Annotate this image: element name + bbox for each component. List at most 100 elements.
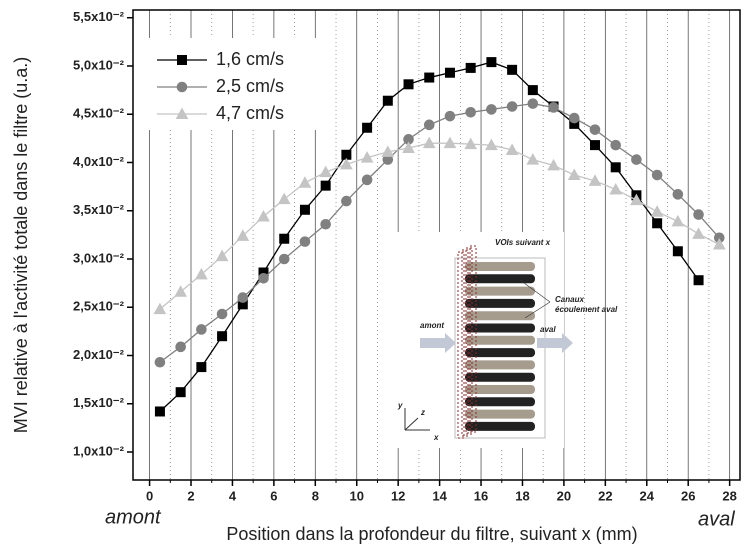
marker — [631, 154, 642, 165]
marker — [630, 193, 643, 206]
marker — [444, 67, 455, 78]
marker — [589, 124, 601, 135]
marker — [567, 168, 581, 181]
marker — [340, 157, 353, 170]
marker — [402, 141, 415, 154]
marker — [299, 236, 311, 247]
inset-label: écoulement aval — [555, 305, 618, 314]
marker — [712, 237, 726, 250]
marker — [547, 158, 560, 171]
plot-frame — [132, 9, 741, 481]
marker — [154, 406, 165, 417]
y-tick-label: 4,5x10⁻² — [73, 106, 125, 121]
inset-axis — [404, 417, 419, 431]
x-tick-label: 16 — [474, 488, 488, 503]
marker — [422, 136, 436, 149]
marker — [195, 267, 208, 280]
marker — [298, 176, 312, 188]
marker — [652, 218, 663, 229]
y-tick-label: 5,0x10⁻² — [73, 57, 125, 72]
marker — [279, 233, 290, 244]
x-tick-label: 2 — [187, 488, 194, 503]
marker — [277, 192, 291, 205]
marker — [360, 151, 374, 163]
marker — [362, 122, 373, 133]
x-tick-label: 12 — [391, 488, 405, 503]
marker — [257, 209, 270, 222]
marker — [609, 182, 623, 195]
marker — [527, 98, 539, 109]
marker — [465, 62, 476, 73]
x-tick-label: 26 — [681, 488, 695, 503]
x-tick-label: 22 — [598, 488, 612, 503]
y-tick-label: 2,0x10⁻² — [73, 347, 125, 362]
marker — [216, 308, 228, 320]
marker — [692, 227, 705, 239]
marker — [672, 189, 684, 200]
x-tick-label: 20 — [557, 488, 571, 503]
marker — [505, 143, 519, 155]
marker — [382, 95, 393, 106]
y-tick-label: 1,0x10⁻² — [73, 443, 125, 458]
marker — [196, 362, 207, 373]
marker — [154, 356, 166, 368]
legend-marker — [177, 55, 187, 65]
inset-channel — [465, 360, 535, 370]
x-axis-title: Position dans la profondeur du filtre, s… — [226, 524, 637, 544]
inset-channel — [465, 421, 535, 431]
legend-label: 4,7 cm/s — [216, 103, 284, 123]
marker — [527, 85, 538, 96]
marker — [196, 324, 207, 335]
marker — [217, 331, 228, 342]
inset-channel — [465, 323, 535, 333]
marker — [153, 302, 167, 315]
x-tick-label: 10 — [350, 488, 364, 503]
marker — [671, 214, 685, 227]
x-tick-label: 0 — [146, 488, 153, 503]
inset-label: x — [433, 433, 439, 442]
inset-label: Canaux — [555, 295, 584, 304]
inset-channel — [465, 286, 535, 296]
marker — [444, 110, 456, 122]
marker — [443, 136, 457, 149]
marker — [589, 140, 600, 151]
marker — [672, 246, 683, 257]
inset-channel — [465, 385, 535, 394]
x-tick-label: 28 — [722, 488, 736, 503]
series-line — [159, 142, 720, 310]
x-tick-label: 4 — [229, 488, 237, 503]
marker — [423, 119, 435, 131]
annotation: aval — [698, 508, 735, 530]
marker — [568, 112, 580, 124]
y-tick-label: 3,5x10⁻² — [73, 202, 125, 217]
marker — [361, 174, 373, 186]
marker — [506, 101, 518, 112]
marker — [319, 165, 333, 178]
y-tick-label: 4,0x10⁻² — [73, 154, 125, 169]
marker — [341, 195, 352, 207]
x-tick-label: 6 — [270, 488, 277, 503]
legend-box — [143, 38, 318, 130]
legend-marker — [176, 81, 188, 93]
marker — [175, 387, 186, 398]
marker — [548, 102, 559, 113]
y-tick-label: 5,5x10⁻² — [73, 9, 125, 24]
inset-channel — [465, 348, 535, 358]
inset-label: z — [420, 408, 425, 417]
inset-channel — [465, 262, 535, 271]
y-axis-title: MVI relative à l'activité totale dans le… — [11, 57, 31, 434]
marker — [588, 174, 602, 186]
marker — [236, 229, 250, 241]
inset-channel — [465, 274, 535, 284]
x-tick-label: 24 — [640, 488, 655, 503]
series-line — [159, 102, 720, 363]
inset-channel — [465, 372, 535, 382]
y-tick-label: 1,5x10⁻² — [73, 395, 125, 410]
x-tick-label: 8 — [312, 488, 319, 503]
marker — [507, 64, 518, 75]
marker — [464, 137, 478, 150]
marker — [278, 253, 290, 265]
inset-label: amont — [420, 321, 444, 330]
